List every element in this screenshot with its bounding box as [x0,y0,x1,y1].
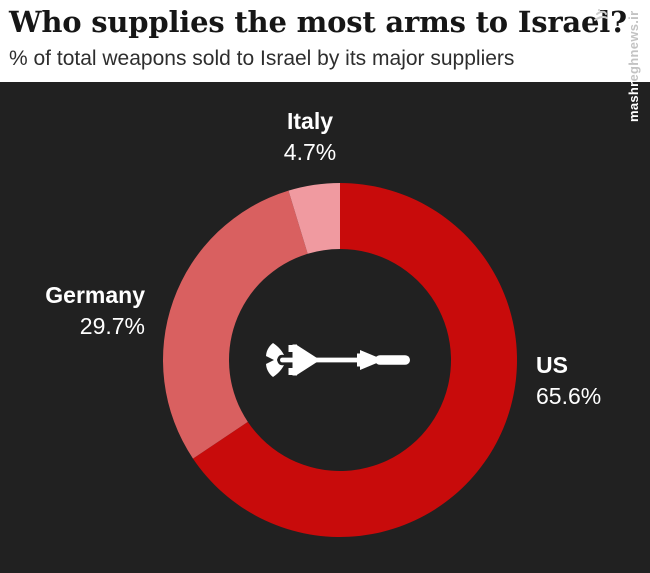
header: Who supplies the most arms to Israel? % … [0,0,650,82]
watermark-bold: mashr [626,81,641,122]
page-title: Who supplies the most arms to Israel? [9,5,627,39]
label-italy: Italy 4.7% [230,106,390,168]
donut-slice-us [192,183,517,537]
label-italy-value: 4.7% [283,139,337,165]
watermark-light: eghnews.ir [626,10,641,82]
watermark: mashreghnews.ir [626,11,641,122]
label-us-name: US [536,352,568,378]
page-subtitle: % of total weapons sold to Israel by its… [9,47,515,70]
label-germany: Germany 29.7% [0,280,145,342]
donut-chart [163,183,517,537]
label-germany-value: 29.7% [79,313,145,339]
donut-slice-italy [288,183,340,254]
donut-slice-germany [163,190,308,459]
missile-icon [265,343,411,377]
label-germany-name: Germany [45,282,145,308]
label-us: US 65.6% [536,350,646,412]
mashregh-logo-icon [594,6,624,42]
label-italy-name: Italy [286,108,334,134]
chart-panel: Italy 4.7% Germany 29.7% US 65.6% [0,82,650,573]
label-us-value: 65.6% [536,383,602,409]
